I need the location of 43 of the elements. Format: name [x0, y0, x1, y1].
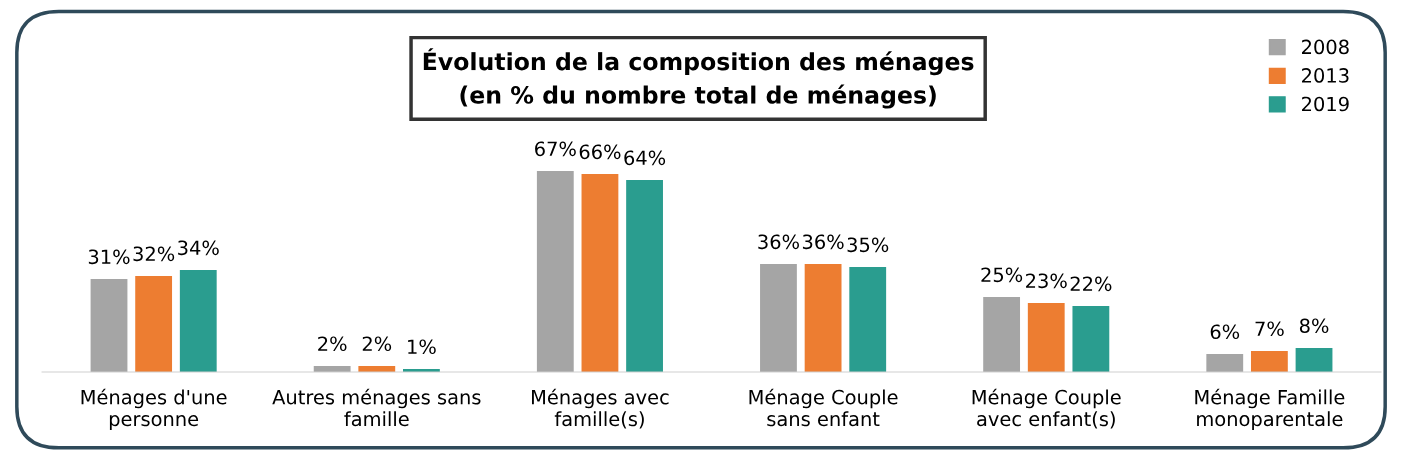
data-label: 25% [981, 267, 1023, 283]
data-label: 35% [847, 237, 889, 253]
data-label: 22% [1070, 276, 1112, 292]
bar [90, 279, 128, 372]
bar [1250, 351, 1288, 372]
data-label: 64% [624, 150, 666, 166]
x-tick-label: Ménages avec famille(s) [532, 388, 669, 429]
data-label: 7% [1255, 321, 1284, 337]
data-label: 32% [133, 246, 175, 262]
bar [626, 180, 663, 372]
bar [1027, 303, 1065, 372]
legend-label: 2008 [1302, 39, 1349, 55]
data-label: 8% [1299, 318, 1329, 334]
data-label: 6% [1210, 324, 1240, 340]
bar [804, 264, 842, 372]
bar [536, 171, 574, 372]
bar [983, 297, 1021, 372]
x-tick-label: Ménage Couple avec enfant(s) [972, 388, 1121, 429]
data-label: 31% [88, 249, 130, 265]
bar [760, 264, 797, 372]
data-label: 67% [535, 141, 576, 157]
bar [179, 270, 217, 372]
data-label: 1% [408, 339, 436, 355]
x-tick-label: Ménages d'une personne [81, 388, 227, 431]
bar [1295, 348, 1333, 372]
x-tick-label: Ménage Couple sans enfant [749, 388, 898, 427]
legend-label: 2013 [1302, 68, 1349, 83]
data-label: 66% [579, 144, 621, 160]
legend-label: 2019 [1302, 96, 1349, 112]
chart-title: Évolution de la composition des ménages (en % du nombre total de ménages) [423, 48, 974, 109]
data-label: 23% [1026, 273, 1067, 289]
x-tick-label: Ménage Famille monoparentale [1195, 388, 1345, 431]
data-label: 36% [758, 234, 799, 250]
bar [1206, 354, 1244, 372]
x-tick-label: Autres ménages sans famille [272, 388, 481, 427]
data-label: 2% [318, 336, 347, 352]
data-label: 34% [178, 240, 219, 256]
data-label: 2% [362, 336, 392, 352]
data-label: 36% [802, 234, 844, 250]
bar [135, 276, 173, 372]
bar [849, 267, 887, 372]
bar [581, 174, 619, 372]
bar [1072, 306, 1110, 372]
